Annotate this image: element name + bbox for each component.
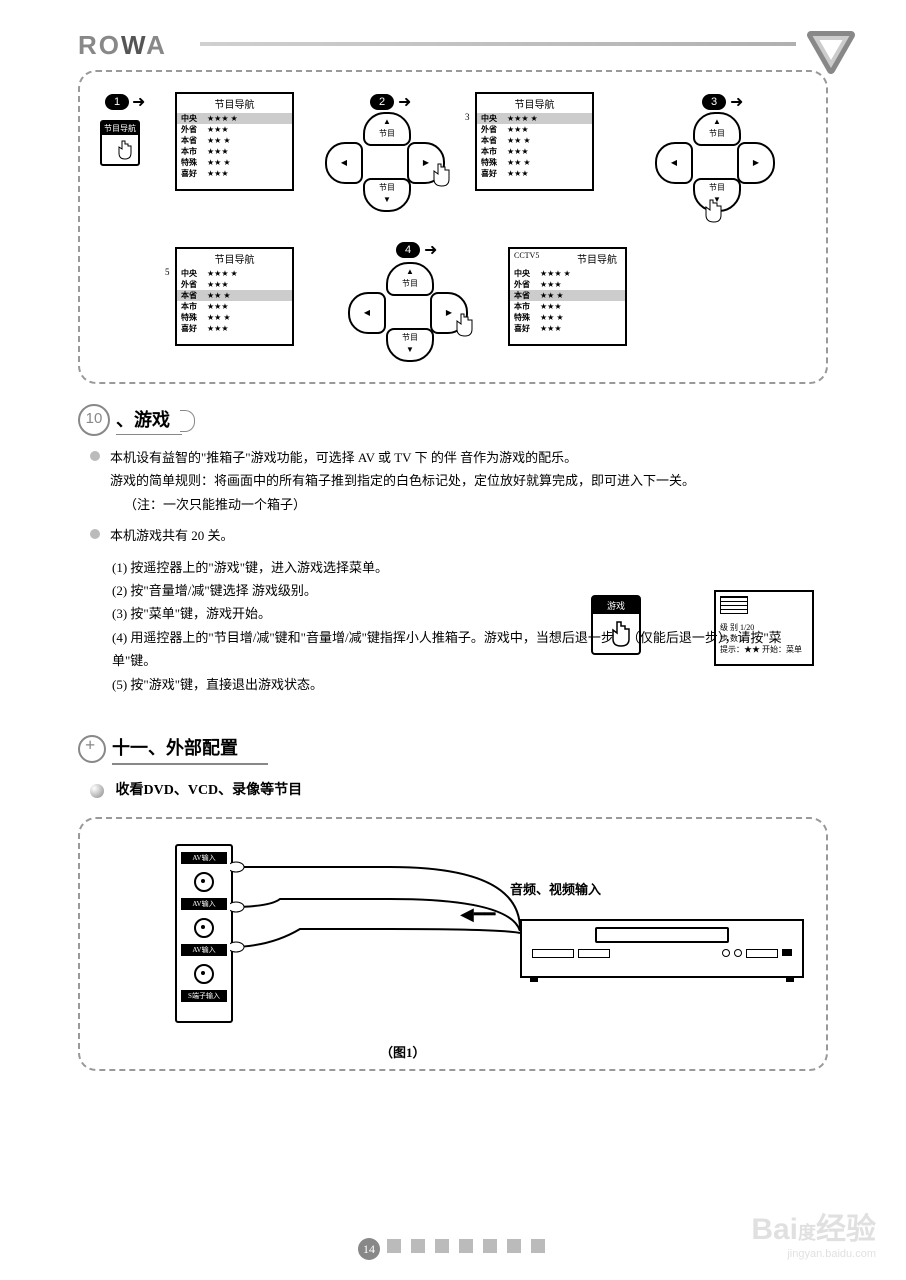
tv-menu-screen-2: 节目导航 3 中央★★★ ★ 外省★★★ 本省★★ ★ 本市★★★ 特殊★★ ★… [475,92,594,191]
paragraph: （注：一次只能推动一个箱子） [110,493,695,516]
dpad-right: ▶ [737,142,775,184]
manual-page: ROWA 1 ➜ 节目导航 节目导航 中央★★★ ★ 外省★★★ 本省★★ ★ … [0,0,906,1280]
dpad-left: ◀ [655,142,693,184]
paragraph: 本机游戏共有 20 关。 [110,524,234,547]
section-title: 十一、外部配置 [112,734,268,765]
subsection-heading: 收看DVD、VCD、录像等节目 [90,779,906,799]
game-screen: 级 别 1/20 步 数 1 提示：★★ 开始：菜单 [714,590,814,666]
page-header: ROWA [0,0,906,70]
player-controls [532,949,792,958]
list-item: (3) 按"菜单"键，游戏开始。 [112,602,816,625]
connection-diagram-panel: AV输入 AV输入 AV输入 S端子输入 音频、视频输入 ◀━━ [78,817,828,1071]
dpad-up: ▲节目 [363,112,411,146]
brand-logo: ROWA [78,30,167,61]
dpad-left: ◀ [325,142,363,184]
tv-menu-screen-1: 节目导航 中央★★★ ★ 外省★★★ 本省★★ ★ 本市★★★ 特殊★★ ★ 喜… [175,92,294,191]
game-remote-button: 游戏 [591,595,641,655]
bullet-icon [90,529,100,539]
footer-square [483,1239,497,1253]
jack-label: AV输入 [181,944,227,956]
list-item: (2) 按"音量增/减"键选择 游戏级别。 [112,579,816,602]
section-plus-icon [78,735,106,763]
jack-label: S端子输入 [181,990,227,1002]
list-item: (1) 按遥控器上的"游戏"键，进入游戏选择菜单。 [112,556,816,579]
footer-square [387,1239,401,1253]
player-foot [530,976,538,982]
dpad-1: ▲节目 节目▼ ◀ ▶ [325,112,445,212]
disc-slot [595,927,729,943]
av-jack-icon [194,872,214,892]
section-title: 、游戏 [116,406,182,435]
press-hand-icon [431,162,453,188]
arrow-right-icon: ➜ [730,92,743,112]
watermark: Bai度经验 jingyan.baidu.com [751,1204,876,1260]
navigation-steps-panel: 1 ➜ 节目导航 节目导航 中央★★★ ★ 外省★★★ 本省★★ ★ 本市★★★… [78,70,828,384]
press-hand-icon [116,139,134,161]
page-number: 14 [358,1238,380,1260]
menu-title: 节目导航 [177,249,292,268]
step-1-badge: 1 [105,94,129,110]
arrow-left-icon: ◀━━ [460,904,496,925]
figure-label: （图1） [380,1042,426,1061]
paragraph: 本机设有益智的"推箱子"游戏功能，可选择 AV 或 TV 下 的伴 音作为游戏的… [110,446,695,469]
step-3-badge: 3 [702,94,726,110]
step-4-badge: 4 [396,242,420,258]
tv-av-panel: AV输入 AV输入 AV输入 S端子输入 [175,844,233,1023]
list-item: (5) 按"游戏"键，直接退出游戏状态。 [112,673,816,696]
channel-label: CCTV5 [514,251,539,260]
jack-label: AV输入 [181,898,227,910]
dpad-down: 节目▼ [363,178,411,212]
arrow-right-icon: ➜ [398,92,411,112]
menu-title: 节目导航 [477,94,592,113]
footer-square [411,1239,425,1253]
game-hint: 提示：★★ 开始：菜单 [720,644,808,655]
section-10-content: 本机设有益智的"推箱子"游戏功能，可选择 AV 或 TV 下 的伴 音作为游戏的… [90,446,816,696]
press-hand-icon [609,620,631,648]
press-hand-icon [454,312,476,338]
step-2-badge: 2 [370,94,394,110]
player-foot [786,976,794,982]
footer-square [459,1239,473,1253]
dpad-up: ▲节目 [386,262,434,296]
game-level: 级 别 1/20 [720,622,808,633]
tv-menu-screen-3: 节目导航 5 中央★★★ ★ 外省★★★ 本省★★ ★ 本市★★★ 特殊★★ ★… [175,247,294,346]
section-number: 10 [78,404,110,436]
game-steps: 步 数 1 [720,633,808,644]
watermark-url: jingyan.baidu.com [751,1248,876,1260]
watermark-logo: Bai度经验 [751,1204,876,1248]
av-jack-icon [194,964,214,984]
section-10-heading: 10 、游戏 [78,404,906,436]
bullet-icon [90,451,100,461]
footer-square [435,1239,449,1253]
press-hand-icon [703,198,725,224]
sphere-bullet-icon [90,784,104,798]
paragraph: 游戏的简单规则：将画面中的所有箱子推到指定的白色标记处，定位放好就算完成，即可进… [110,469,695,492]
list-item: (4) 用遥控器上的"节目增/减"键和"音量增/减"键指挥小人推箱子。游戏中，当… [112,626,816,673]
dvd-player [520,919,804,978]
tv-menu-screen-4: CCTV5 节目导航 中央★★★ ★ 外省★★★ 本省★★ ★ 本市★★★ 特殊… [508,247,627,346]
heading-arc [180,410,195,432]
dpad-up: ▲节目 [693,112,741,146]
game-btn-label: 游戏 [593,597,639,614]
remote-btn-label: 节目导航 [102,122,138,135]
footer-square [507,1239,521,1253]
jack-label: AV输入 [181,852,227,864]
arrow-right-icon: ➜ [132,92,145,112]
section-11-heading: 十一、外部配置 [78,734,906,765]
menu-title: 节目导航 [177,94,292,113]
dpad-2: ▲节目 节目▼ ◀ ▶ [655,112,775,212]
brick-icon [720,596,748,614]
av-input-label: 音频、视频输入 [510,879,601,898]
dpad-left: ◀ [348,292,386,334]
av-jack-icon [194,918,214,938]
instruction-list: (1) 按遥控器上的"游戏"键，进入游戏选择菜单。 (2) 按"音量增/减"键选… [112,556,816,696]
remote-nav-button: 节目导航 [100,120,140,166]
dpad-down: 节目▼ [386,328,434,362]
header-rule [200,42,796,46]
arrow-right-icon: ➜ [424,240,437,260]
footer-square [531,1239,545,1253]
dpad-3: ▲节目 节目▼ ◀ ▶ [348,262,468,362]
